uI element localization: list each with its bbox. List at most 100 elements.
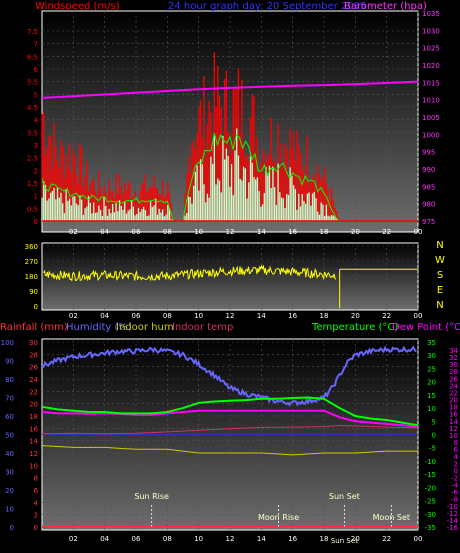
barometer-tick-label: 1015 (422, 79, 440, 87)
dew-point-line (41, 409, 419, 428)
indoor-humidity-line (41, 445, 418, 456)
time-tick-label: 18 (320, 228, 329, 236)
rain-tick-label: 12 (29, 450, 38, 458)
barometer-tick-label: 1020 (422, 62, 440, 70)
compass-label: W (435, 255, 445, 266)
wind-tick-label: 5 (34, 91, 38, 99)
humidity-tick-label: 70 (5, 395, 14, 403)
wind-tick-label: 1 (34, 193, 38, 201)
temperature-tick-label: 15 (427, 392, 436, 400)
wind-tick-label: 2 (34, 167, 38, 175)
indoor-temp-tick-label: 12 (449, 425, 458, 433)
wind-tick-label: 0.5 (27, 205, 38, 213)
time-tick-label: 14 (257, 228, 266, 236)
time-tick-label: 12 (226, 312, 235, 320)
event-bottom-label: Sun Set (331, 537, 358, 545)
time-tick-label: 02 (69, 228, 78, 236)
time-tick-label: 08 (163, 535, 172, 543)
direction-tick-label: 270 (25, 258, 38, 266)
temperature-line (41, 396, 419, 427)
wind-tick-label: 4 (34, 117, 39, 125)
direction-tick-label: 360 (25, 243, 38, 251)
event-label: Moon Rise (258, 513, 299, 522)
wind-tick-label: 3 (34, 142, 38, 150)
barometer-tick-label: 980 (422, 201, 435, 209)
barometer-tick-label: 990 (422, 166, 435, 174)
time-tick-label: 16 (288, 312, 297, 320)
indoor-temp-tick-label: 30 (449, 361, 458, 369)
temperature-tick-label: -25 (425, 498, 436, 506)
barometer-tick-label: 1010 (422, 97, 440, 105)
barometer-tick-label: 1005 (422, 114, 440, 122)
temperature-tick-label: -5 (429, 445, 436, 453)
time-tick-label: 16 (288, 535, 297, 543)
indoor-temp-tick-label: 34 (449, 347, 458, 355)
wind-tick-label: 7 (34, 41, 38, 49)
time-tick-label: 16 (288, 228, 297, 236)
direction-tick-label: 90 (29, 288, 38, 296)
rain-tick-label: 18 (29, 413, 38, 421)
time-tick-label: 22 (382, 228, 391, 236)
compass-label: N (436, 240, 443, 251)
rain-tick-label: 30 (29, 339, 38, 347)
temperature-tick-label: 30 (427, 352, 436, 360)
barometer-tick-label: 1030 (422, 27, 440, 35)
wind-tick-label: 5.5 (27, 79, 38, 87)
temperature-tick-label: 5 (432, 418, 436, 426)
indoor-temp-tick-label: 18 (449, 404, 458, 412)
indoor-hum-label: Indoor hum (116, 322, 174, 333)
rain-tick-label: 24 (29, 376, 38, 384)
temperature-tick-label: 20 (427, 379, 436, 387)
indoor-temp-tick-label: 24 (449, 382, 458, 390)
time-tick-label: 04 (100, 312, 109, 320)
rain-tick-label: 4 (34, 499, 39, 507)
time-tick-label: 14 (257, 535, 266, 543)
rain-tick-label: 8 (34, 475, 38, 483)
compass-label: E (437, 285, 443, 296)
time-tick-label: 22 (382, 312, 391, 320)
indoor-temp-tick-label: 22 (449, 389, 458, 397)
time-tick-label: 08 (163, 312, 172, 320)
barometer-tick-label: 995 (422, 149, 435, 157)
rain-tick-label: 0 (34, 524, 38, 532)
humidity-tick-label: 50 (5, 432, 14, 440)
time-tick-label: 06 (132, 228, 141, 236)
humidity-tick-label: 0 (10, 524, 14, 532)
humidity-tick-label: 20 (5, 487, 14, 495)
event-label: Sun Set (329, 492, 360, 501)
temperature-tick-label: 10 (427, 405, 436, 413)
dewpoint-label: Dew Point (°C) (392, 322, 460, 333)
time-tick-label: 02 (69, 312, 78, 320)
indoor-temp-label: Indoor temp (172, 322, 233, 333)
date-header-label: 24 hour graph day: 20 September 2015 (168, 1, 366, 12)
grid-lines (42, 11, 419, 530)
rain-tick-label: 28 (29, 351, 38, 359)
indoor-temp-tick-label: 20 (449, 397, 458, 405)
direction-line (43, 264, 337, 282)
temperature-tick-label: 35 (427, 339, 436, 347)
rain-tick-label: 20 (29, 401, 38, 409)
temperature-tick-label: -35 (425, 524, 436, 532)
chart-marks (41, 51, 419, 528)
rain-tick-label: 26 (29, 364, 38, 372)
temperature-tick-label: -10 (425, 458, 436, 466)
time-tick-label: 20 (351, 535, 360, 543)
indoor-temperature-line (41, 424, 419, 435)
indoor-temp-tick-label: 14 (449, 418, 458, 426)
time-tick-label: 10 (194, 228, 203, 236)
humidity-tick-label: 30 (5, 469, 14, 477)
barometer-tick-label: 1025 (422, 45, 440, 53)
indoor-temp-tick-label: -12 (447, 510, 458, 518)
humidity-line (41, 345, 417, 407)
indoor-temp-tick-label: -14 (447, 517, 459, 525)
indoor-temp-tick-label: 32 (449, 354, 458, 362)
indoor-temp-tick-label: 10 (449, 432, 458, 440)
time-tick-label: 20 (351, 312, 360, 320)
time-tick-label: 18 (320, 312, 329, 320)
time-tick-label: 00 (414, 312, 423, 320)
time-tick-label: 06 (132, 312, 141, 320)
wind-tick-label: 6.5 (27, 53, 38, 61)
indoor-temp-tick-label: -16 (447, 524, 459, 532)
event-label: Moon Set (373, 513, 410, 522)
